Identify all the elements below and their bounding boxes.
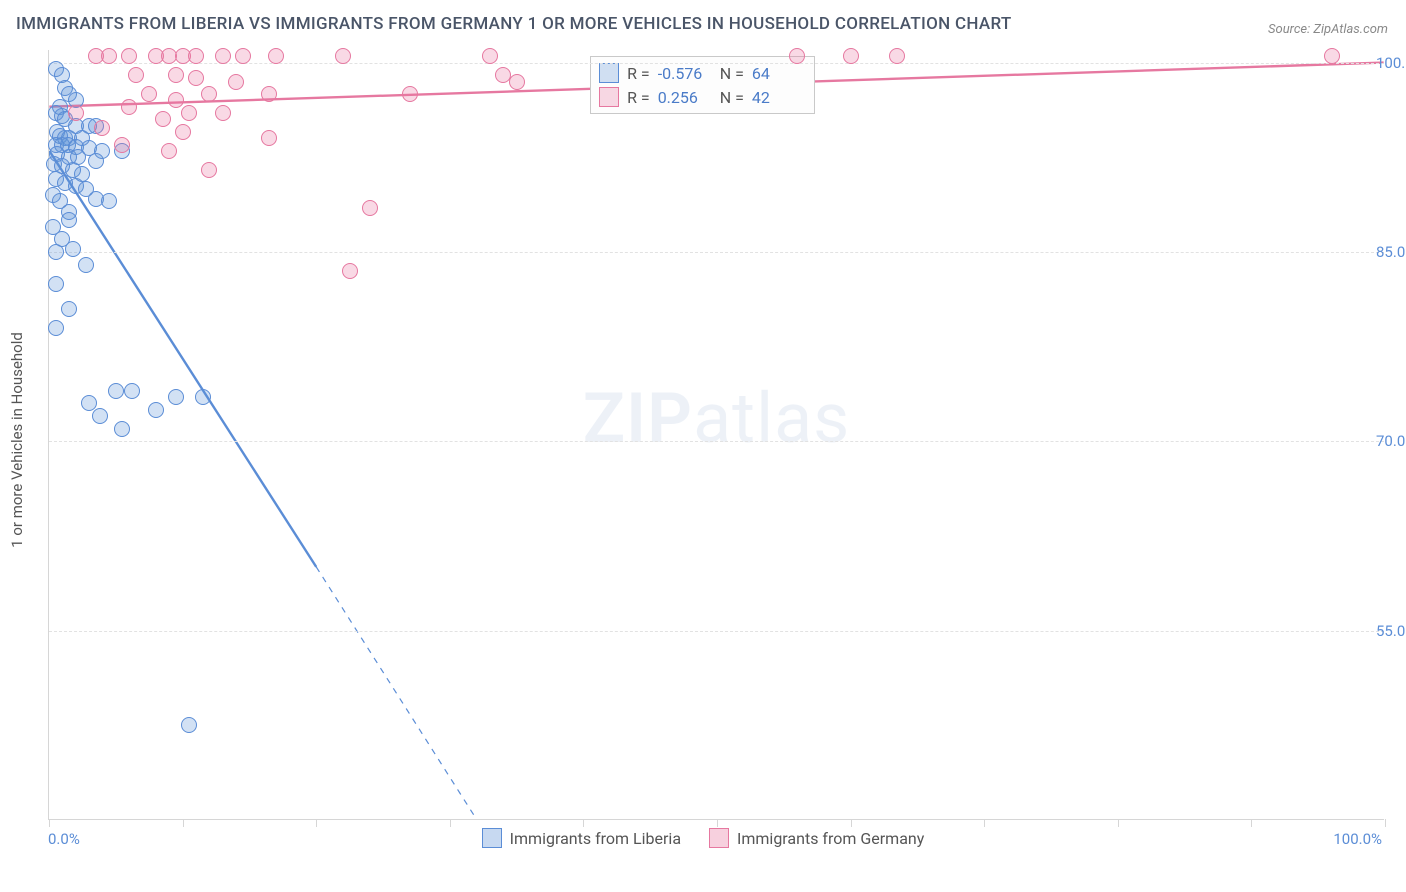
- y-tick-label: 70.0%: [1376, 432, 1406, 450]
- data-point: [342, 263, 358, 279]
- x-tick: [49, 819, 50, 827]
- x-tick: [984, 819, 985, 827]
- data-point: [268, 48, 284, 64]
- data-point: [65, 241, 81, 257]
- data-point: [61, 301, 77, 317]
- y-axis-title: 1 or more Vehicles in Household: [8, 332, 26, 548]
- stat-r-value: 0.256: [658, 88, 712, 107]
- data-point: [168, 389, 184, 405]
- legend-swatch: [599, 63, 619, 83]
- source-attribution: Source: ZipAtlas.com: [1268, 22, 1388, 37]
- data-point: [228, 74, 244, 90]
- data-point: [201, 86, 217, 102]
- data-point: [114, 137, 130, 153]
- data-point: [175, 124, 191, 140]
- gridline: [49, 441, 1384, 442]
- data-point: [261, 86, 277, 102]
- data-point: [789, 48, 805, 64]
- data-point: [889, 48, 905, 64]
- stat-label: N =: [720, 64, 744, 83]
- chart-svg-layer: [49, 50, 1384, 819]
- chart-title: IMMIGRANTS FROM LIBERIA VS IMMIGRANTS FR…: [16, 14, 1012, 34]
- watermark-text: ZIPatlas: [583, 378, 851, 460]
- data-point: [128, 67, 144, 83]
- stats-row: R = -0.576 N = 64: [599, 61, 806, 85]
- data-point: [215, 105, 231, 121]
- data-point: [78, 257, 94, 273]
- x-tick: [183, 819, 184, 827]
- data-point: [161, 143, 177, 159]
- data-point: [195, 389, 211, 405]
- stat-r-value: -0.576: [658, 64, 712, 83]
- legend-bottom: Immigrants from Liberia Immigrants from G…: [0, 828, 1406, 848]
- x-tick: [583, 819, 584, 827]
- data-point: [94, 120, 110, 136]
- data-point: [121, 48, 137, 64]
- data-point: [92, 408, 108, 424]
- legend-swatch: [709, 828, 729, 848]
- stat-n-value: 64: [752, 64, 806, 83]
- y-tick-label: 55.0%: [1376, 622, 1406, 640]
- data-point: [168, 67, 184, 83]
- legend-item: Immigrants from Germany: [709, 828, 924, 848]
- data-point: [215, 48, 231, 64]
- gridline: [49, 631, 1384, 632]
- legend-item: Immigrants from Liberia: [482, 828, 681, 848]
- data-point: [843, 48, 859, 64]
- stat-label: N =: [720, 88, 744, 107]
- data-point: [88, 153, 104, 169]
- data-point: [482, 48, 498, 64]
- data-point: [48, 244, 64, 260]
- data-point: [188, 48, 204, 64]
- data-point: [261, 130, 277, 146]
- data-point: [141, 86, 157, 102]
- stat-n-value: 42: [752, 88, 806, 107]
- data-point: [108, 383, 124, 399]
- x-tick: [316, 819, 317, 827]
- data-point: [235, 48, 251, 64]
- stat-label: R =: [627, 64, 650, 83]
- legend-label: Immigrants from Liberia: [510, 829, 681, 848]
- x-tick: [1385, 819, 1386, 827]
- data-point: [362, 200, 378, 216]
- stat-label: R =: [627, 88, 650, 107]
- x-tick: [450, 819, 451, 827]
- data-point: [188, 70, 204, 86]
- legend-label: Immigrants from Germany: [737, 829, 924, 848]
- data-point: [48, 276, 64, 292]
- x-tick: [717, 819, 718, 827]
- data-point: [335, 48, 351, 64]
- legend-swatch: [599, 87, 619, 107]
- data-point: [61, 212, 77, 228]
- data-point: [181, 105, 197, 121]
- data-point: [168, 92, 184, 108]
- y-tick-label: 100.0%: [1376, 54, 1406, 72]
- legend-swatch: [482, 828, 502, 848]
- stats-row: R = 0.256 N = 42: [599, 85, 806, 109]
- correlation-stats-box: R = -0.576 N = 64 R = 0.256 N = 42: [590, 56, 815, 114]
- data-point: [181, 717, 197, 733]
- x-tick: [1251, 819, 1252, 827]
- x-tick: [851, 819, 852, 827]
- data-point: [101, 48, 117, 64]
- data-point: [114, 421, 130, 437]
- data-point: [201, 162, 217, 178]
- data-point: [68, 105, 84, 121]
- y-tick-label: 85.0%: [1376, 243, 1406, 261]
- gridline: [49, 63, 1384, 64]
- gridline: [49, 252, 1384, 253]
- data-point: [148, 402, 164, 418]
- data-point: [121, 99, 137, 115]
- data-point: [509, 74, 525, 90]
- data-point: [155, 111, 171, 127]
- data-point: [101, 193, 117, 209]
- data-point: [1324, 48, 1340, 64]
- data-point: [124, 383, 140, 399]
- x-tick: [1118, 819, 1119, 827]
- data-point: [402, 86, 418, 102]
- data-point: [48, 320, 64, 336]
- chart-plot-area: ZIPatlas R =-0.576N =64R =0.256N =42 55.…: [48, 50, 1384, 820]
